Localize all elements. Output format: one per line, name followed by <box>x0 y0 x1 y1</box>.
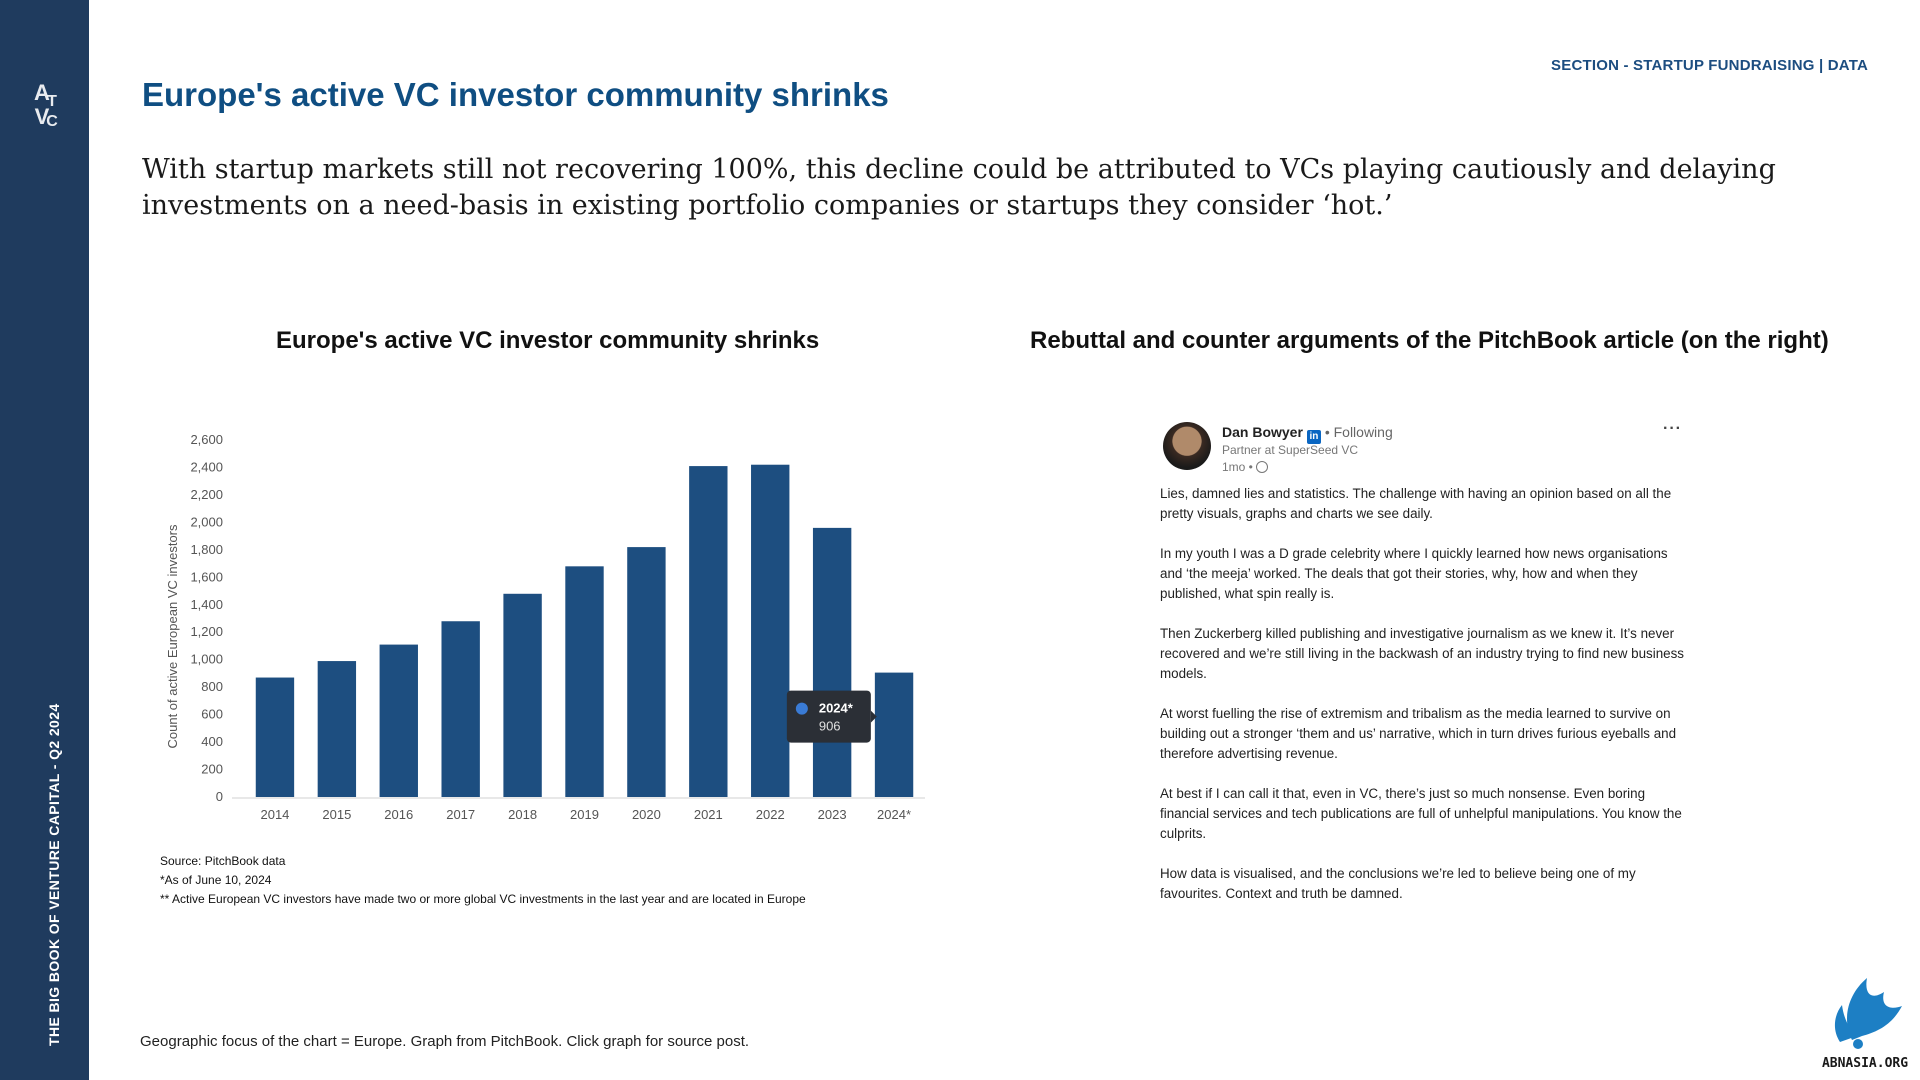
bar-2019 <box>565 566 604 797</box>
bar-2023 <box>812 527 852 797</box>
x-tick-label: 2016 <box>384 807 413 822</box>
linkedin-icon: in <box>1306 430 1321 444</box>
abnasia-logo-text: ABNASIA.ORG <box>1822 1056 1908 1070</box>
y-axis-label: Count of active European VC investors <box>165 524 180 749</box>
post-paragraph: Lies, damned lies and statistics. The ch… <box>1160 486 1672 521</box>
x-tick-label: 2021 <box>694 807 723 822</box>
x-tick-label: 2024* <box>877 807 911 822</box>
y-tick-label: 1,400 <box>190 597 223 612</box>
chart-note-definition: ** Active European VC investors have mad… <box>160 892 806 906</box>
section-label: SECTION - STARTUP FUNDRAISING | DATA <box>1551 57 1868 74</box>
bar-2024 <box>874 672 914 797</box>
x-tick-label: 2020 <box>632 807 661 822</box>
post-author[interactable]: Dan Bowyer in • Following <box>1222 424 1393 444</box>
bar-2018 <box>503 593 542 797</box>
tooltip-value: 906 <box>819 719 841 734</box>
tooltip-marker <box>795 702 808 715</box>
post-time: 1mo • <box>1222 460 1268 474</box>
svg-text:V: V <box>35 104 50 128</box>
y-tick-label: 1,600 <box>190 569 223 584</box>
left-panel-heading: Europe's active VC investor community sh… <box>276 327 820 354</box>
tooltip-label: 2024* <box>819 701 854 716</box>
publication-label: THE BIG BOOK OF VENTURE CAPITAL - Q2 202… <box>46 703 62 1046</box>
svg-text:C: C <box>46 113 58 128</box>
post-author-role: Partner at SuperSeed VC <box>1222 443 1359 457</box>
x-tick-label: 2017 <box>446 807 475 822</box>
chart-notes: Source: PitchBook data *As of June 10, 2… <box>160 852 806 909</box>
post-time-text: 1mo • <box>1222 460 1253 474</box>
bar-2017 <box>441 621 480 797</box>
post-paragraph: In my youth I was a D grade celebrity wh… <box>1160 546 1668 601</box>
post-paragraph: At best if I can call it that, even in V… <box>1160 786 1682 841</box>
author-avatar[interactable] <box>1163 422 1211 470</box>
abnasia-logo: ABNASIA.ORG <box>1822 978 1908 1070</box>
bar-2015 <box>317 661 357 797</box>
post-paragraph: At worst fuelling the rise of extremism … <box>1160 706 1677 761</box>
chart-note-source: Source: PitchBook data <box>160 854 286 868</box>
y-tick-label: 400 <box>201 734 223 749</box>
following-status[interactable]: • Following <box>1324 424 1393 440</box>
x-tick-label: 2018 <box>508 807 537 822</box>
globe-icon <box>1255 461 1268 473</box>
y-tick-label: 1,000 <box>190 652 223 667</box>
svg-text:A: A <box>34 80 50 105</box>
y-tick-label: 1,800 <box>190 542 223 557</box>
footer-note: Geographic focus of the chart = Europe. … <box>140 1033 750 1050</box>
post-body: Lies, damned lies and statistics. The ch… <box>1160 484 1685 924</box>
bar-2022 <box>751 464 790 797</box>
y-tick-label: 2,600 <box>190 432 223 447</box>
page-title: Europe's active VC investor community sh… <box>142 76 889 113</box>
bar-2020 <box>627 547 666 797</box>
x-tick-label: 2015 <box>322 807 351 822</box>
post-author-name[interactable]: Dan Bowyer <box>1222 424 1303 440</box>
y-tick-label: 1,200 <box>190 624 223 639</box>
svg-text:T: T <box>47 93 57 110</box>
y-tick-label: 2,000 <box>190 514 223 529</box>
bar-2016 <box>379 644 418 797</box>
post-paragraph: How data is visualised, and the conclusi… <box>1160 866 1636 901</box>
tooltip-pointer <box>870 710 877 723</box>
investor-bar-chart[interactable]: Count of active European VC investors 0 20… <box>150 420 940 830</box>
x-tick-label: 2019 <box>570 807 599 822</box>
chart-note-date: *As of June 10, 2024 <box>160 873 272 887</box>
post-paragraph: Then Zuckerberg killed publishing and in… <box>1160 626 1684 681</box>
y-tick-label: 600 <box>201 707 223 722</box>
right-panel-heading: Rebuttal and counter arguments of the Pi… <box>1030 327 1829 354</box>
x-tick-label: 2014 <box>260 807 289 822</box>
sidebar: A V T C THE BIG BOOK OF VENTURE CAPITAL … <box>0 0 89 1080</box>
atvc-logo: A V T C <box>34 80 58 128</box>
tooltip-box <box>786 690 871 743</box>
x-tick-label: 2022 <box>756 807 785 822</box>
y-tick-label: 2,400 <box>190 459 223 474</box>
x-tick-label: 2023 <box>818 807 847 822</box>
y-tick-label: 2,200 <box>190 487 223 502</box>
y-tick-label: 200 <box>201 762 223 777</box>
bar-2021 <box>689 466 728 797</box>
y-tick-label: 800 <box>201 679 223 694</box>
more-options-icon[interactable]: ··· <box>1663 420 1682 437</box>
bar-2014 <box>255 677 295 797</box>
y-tick-label: 0 <box>216 789 223 804</box>
page-subtitle: With startup markets still not recoverin… <box>142 154 1776 221</box>
